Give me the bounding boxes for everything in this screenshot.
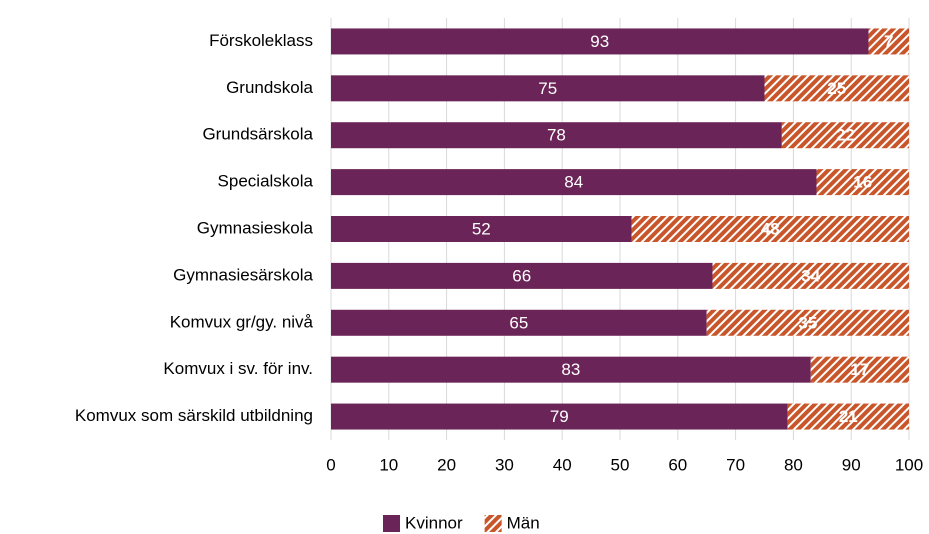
data-label: 83	[561, 360, 580, 379]
x-tick-label: 100	[895, 455, 923, 474]
bar-segment	[816, 169, 909, 196]
x-tick-label: 70	[726, 455, 745, 474]
bar-segment	[331, 122, 782, 149]
data-label: 78	[547, 126, 566, 145]
bar-segment	[331, 309, 707, 336]
legend-swatch	[383, 515, 400, 532]
bar-segment	[331, 262, 713, 289]
data-label: 48	[761, 219, 780, 238]
y-tick-label: Förskoleklass	[209, 31, 313, 50]
data-label: 84	[564, 173, 583, 192]
bar-segment	[331, 403, 788, 430]
data-label: 17	[850, 360, 869, 379]
legend-label: Män	[507, 513, 540, 532]
x-tick-label: 0	[326, 455, 335, 474]
data-label: 35	[798, 313, 817, 332]
y-tick-label: Grundskola	[226, 78, 313, 97]
data-label: 75	[538, 79, 557, 98]
data-label: 25	[827, 79, 846, 98]
bar-segment	[331, 28, 869, 55]
x-tick-label: 30	[495, 455, 514, 474]
y-tick-label: Gymnasieskola	[197, 218, 314, 237]
x-tick-label: 40	[553, 455, 572, 474]
bar-segment	[706, 309, 909, 336]
data-label: 93	[590, 32, 609, 51]
data-label: 66	[512, 266, 531, 285]
legend-label: Kvinnor	[405, 513, 463, 532]
data-label: 22	[836, 126, 855, 145]
data-label: 34	[801, 266, 820, 285]
bar-segment	[331, 75, 765, 102]
x-tick-label: 90	[842, 455, 861, 474]
y-tick-label: Komvux som särskild utbildning	[75, 406, 313, 425]
y-tick-label: Gymnasiesärskola	[173, 265, 313, 284]
bar-segment	[331, 356, 811, 383]
x-tick-label: 60	[668, 455, 687, 474]
data-label: 79	[550, 407, 569, 426]
bar-segment	[331, 216, 632, 242]
bar-segment	[712, 262, 909, 289]
data-label: 7	[884, 32, 893, 51]
data-label: 52	[472, 219, 491, 238]
x-tick-label: 80	[784, 455, 803, 474]
data-label: 65	[509, 313, 528, 332]
bar-segment	[787, 403, 909, 430]
data-label: 21	[839, 407, 858, 426]
bar-segment	[764, 75, 909, 102]
y-tick-label: Komvux gr/gy. nivå	[170, 312, 314, 331]
bar-segment	[631, 216, 909, 242]
legend-swatch	[484, 515, 502, 532]
y-tick-label: Komvux i sv. för inv.	[163, 359, 313, 378]
bar-segment	[810, 356, 909, 383]
x-tick-label: 20	[437, 455, 456, 474]
bar-segment	[868, 28, 909, 55]
bar-segment	[781, 122, 909, 149]
y-tick-label: Grundsärskola	[202, 125, 313, 144]
x-tick-label: 10	[379, 455, 398, 474]
data-label: 16	[853, 173, 872, 192]
x-tick-label: 50	[611, 455, 630, 474]
y-tick-label: Specialskola	[218, 172, 314, 191]
bar-segment	[331, 169, 817, 196]
